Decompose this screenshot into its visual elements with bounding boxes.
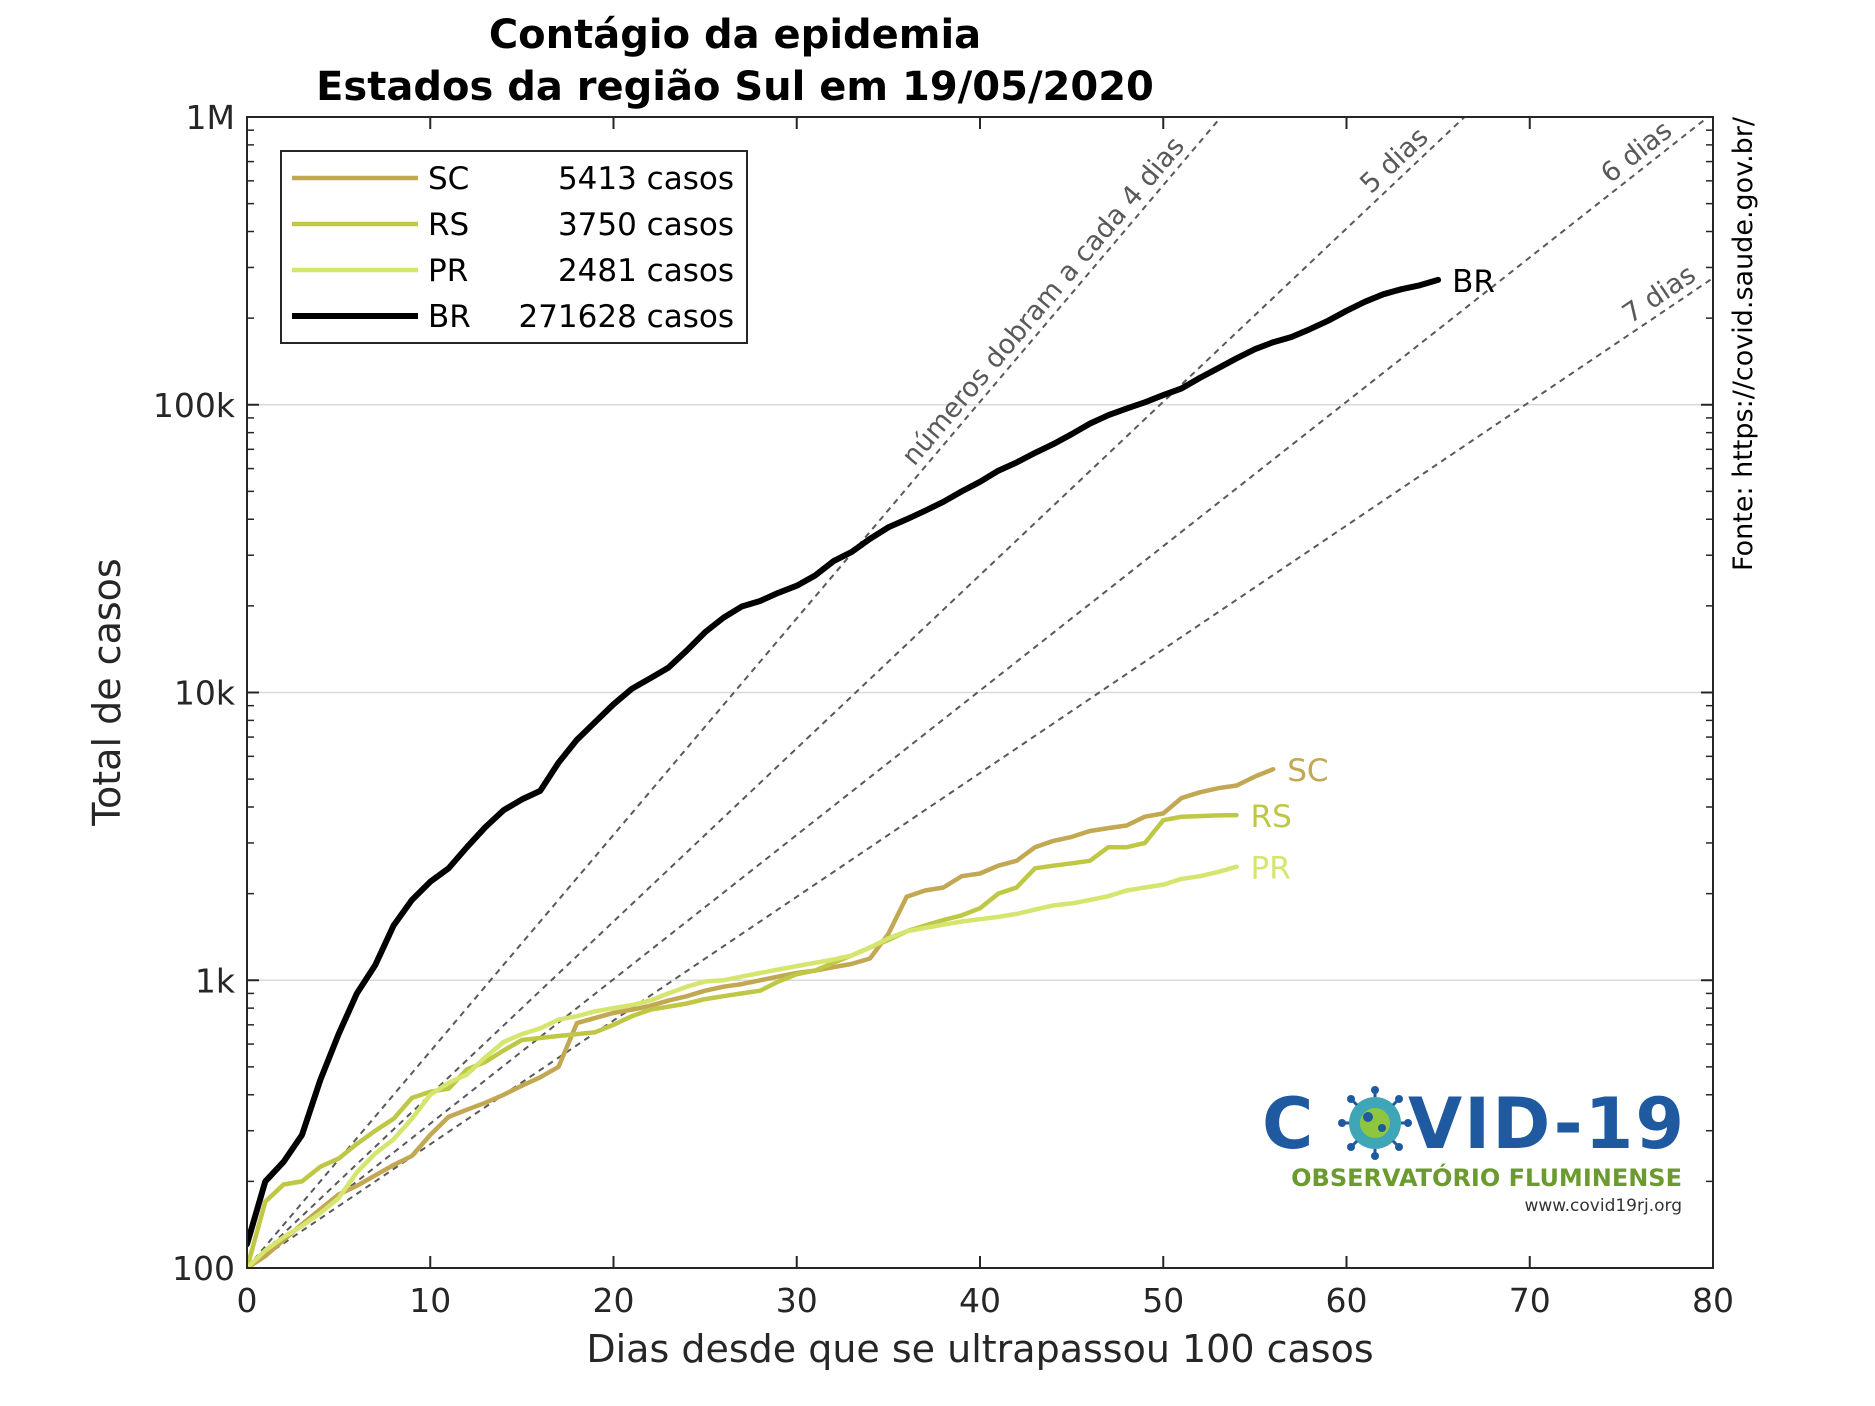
x-tick-label-4: 40 <box>959 1281 1001 1320</box>
series-end-label-rs: RS <box>1251 799 1292 835</box>
x-tick-label-7: 70 <box>1509 1281 1551 1320</box>
chart-subtitle: Estados da região Sul em 19/05/2020 <box>316 64 1154 110</box>
y-tick-label-0: 100 <box>172 1249 235 1288</box>
logo-c-text: C <box>1262 1083 1315 1165</box>
logo-vid19-text: VID-19 <box>1408 1083 1686 1165</box>
series-line-sc <box>247 766 1276 1268</box>
legend-name-rs: RS <box>428 207 469 243</box>
y-axis-label: Total de casos <box>85 558 129 826</box>
x-tick-label-8: 80 <box>1692 1281 1734 1320</box>
legend-name-sc: SC <box>428 161 469 197</box>
legend-count-rs: 3750 casos <box>558 207 734 243</box>
series-end-label-pr: PR <box>1251 851 1291 887</box>
y-tick-label-4: 1M <box>186 98 235 137</box>
legend-name-br: BR <box>428 299 471 335</box>
logo-subtitle: OBSERVATÓRIO FLUMINENSE <box>1291 1162 1682 1192</box>
legend: SC 5413 casos RS 3750 casos PR 2481 casos BR 27… <box>280 150 748 344</box>
legend-count-pr: 2481 casos <box>558 253 734 289</box>
covid19-observatorio-logo: C VID-19 OBSERVATÓ <box>1262 1083 1686 1216</box>
x-axis-label: Dias desde que se ultrapassou 100 casos <box>586 1327 1373 1371</box>
axis-ticks: 0 10 20 30 40 50 60 70 80 100 1k 10k 100k 1M <box>153 98 1734 1320</box>
legend-box <box>280 150 748 344</box>
x-tick-label-3: 30 <box>776 1281 818 1320</box>
series-end-label-br: BR <box>1452 264 1495 300</box>
series-line-br <box>247 276 1442 1248</box>
y-tick-label-2: 10k <box>174 674 236 713</box>
x-tick-label-0: 0 <box>237 1281 258 1320</box>
series-end-label-sc: SC <box>1287 753 1328 789</box>
legend-name-pr: PR <box>428 253 468 289</box>
virus-icon <box>1338 1086 1412 1160</box>
y-tick-label-3: 100k <box>153 386 236 425</box>
x-tick-label-6: 60 <box>1326 1281 1368 1320</box>
series-end-labels: SC RS PR BR <box>1251 264 1495 887</box>
legend-count-sc: 5413 casos <box>558 161 734 197</box>
x-tick-label-5: 50 <box>1142 1281 1184 1320</box>
doubling-guides <box>247 117 1713 1268</box>
series-lines <box>247 276 1442 1268</box>
logo-url: www.covid19rj.org <box>1524 1196 1682 1216</box>
series-line-rs <box>247 812 1239 1268</box>
doubling-guide-6 <box>247 117 1710 1268</box>
legend-count-br: 271628 casos <box>518 299 734 335</box>
series-line-pr <box>247 864 1239 1268</box>
doubling-guide-4 <box>247 117 1223 1268</box>
x-tick-label-2: 20 <box>593 1281 635 1320</box>
source-note: Fonte: https://covid.saude.gov.br/ <box>1728 116 1759 571</box>
y-tick-label-1: 1k <box>195 961 236 1000</box>
chart-title: Contágio da epidemia <box>489 12 981 58</box>
x-tick-label-1: 10 <box>409 1281 451 1320</box>
doubling-guide-7 <box>247 277 1713 1268</box>
